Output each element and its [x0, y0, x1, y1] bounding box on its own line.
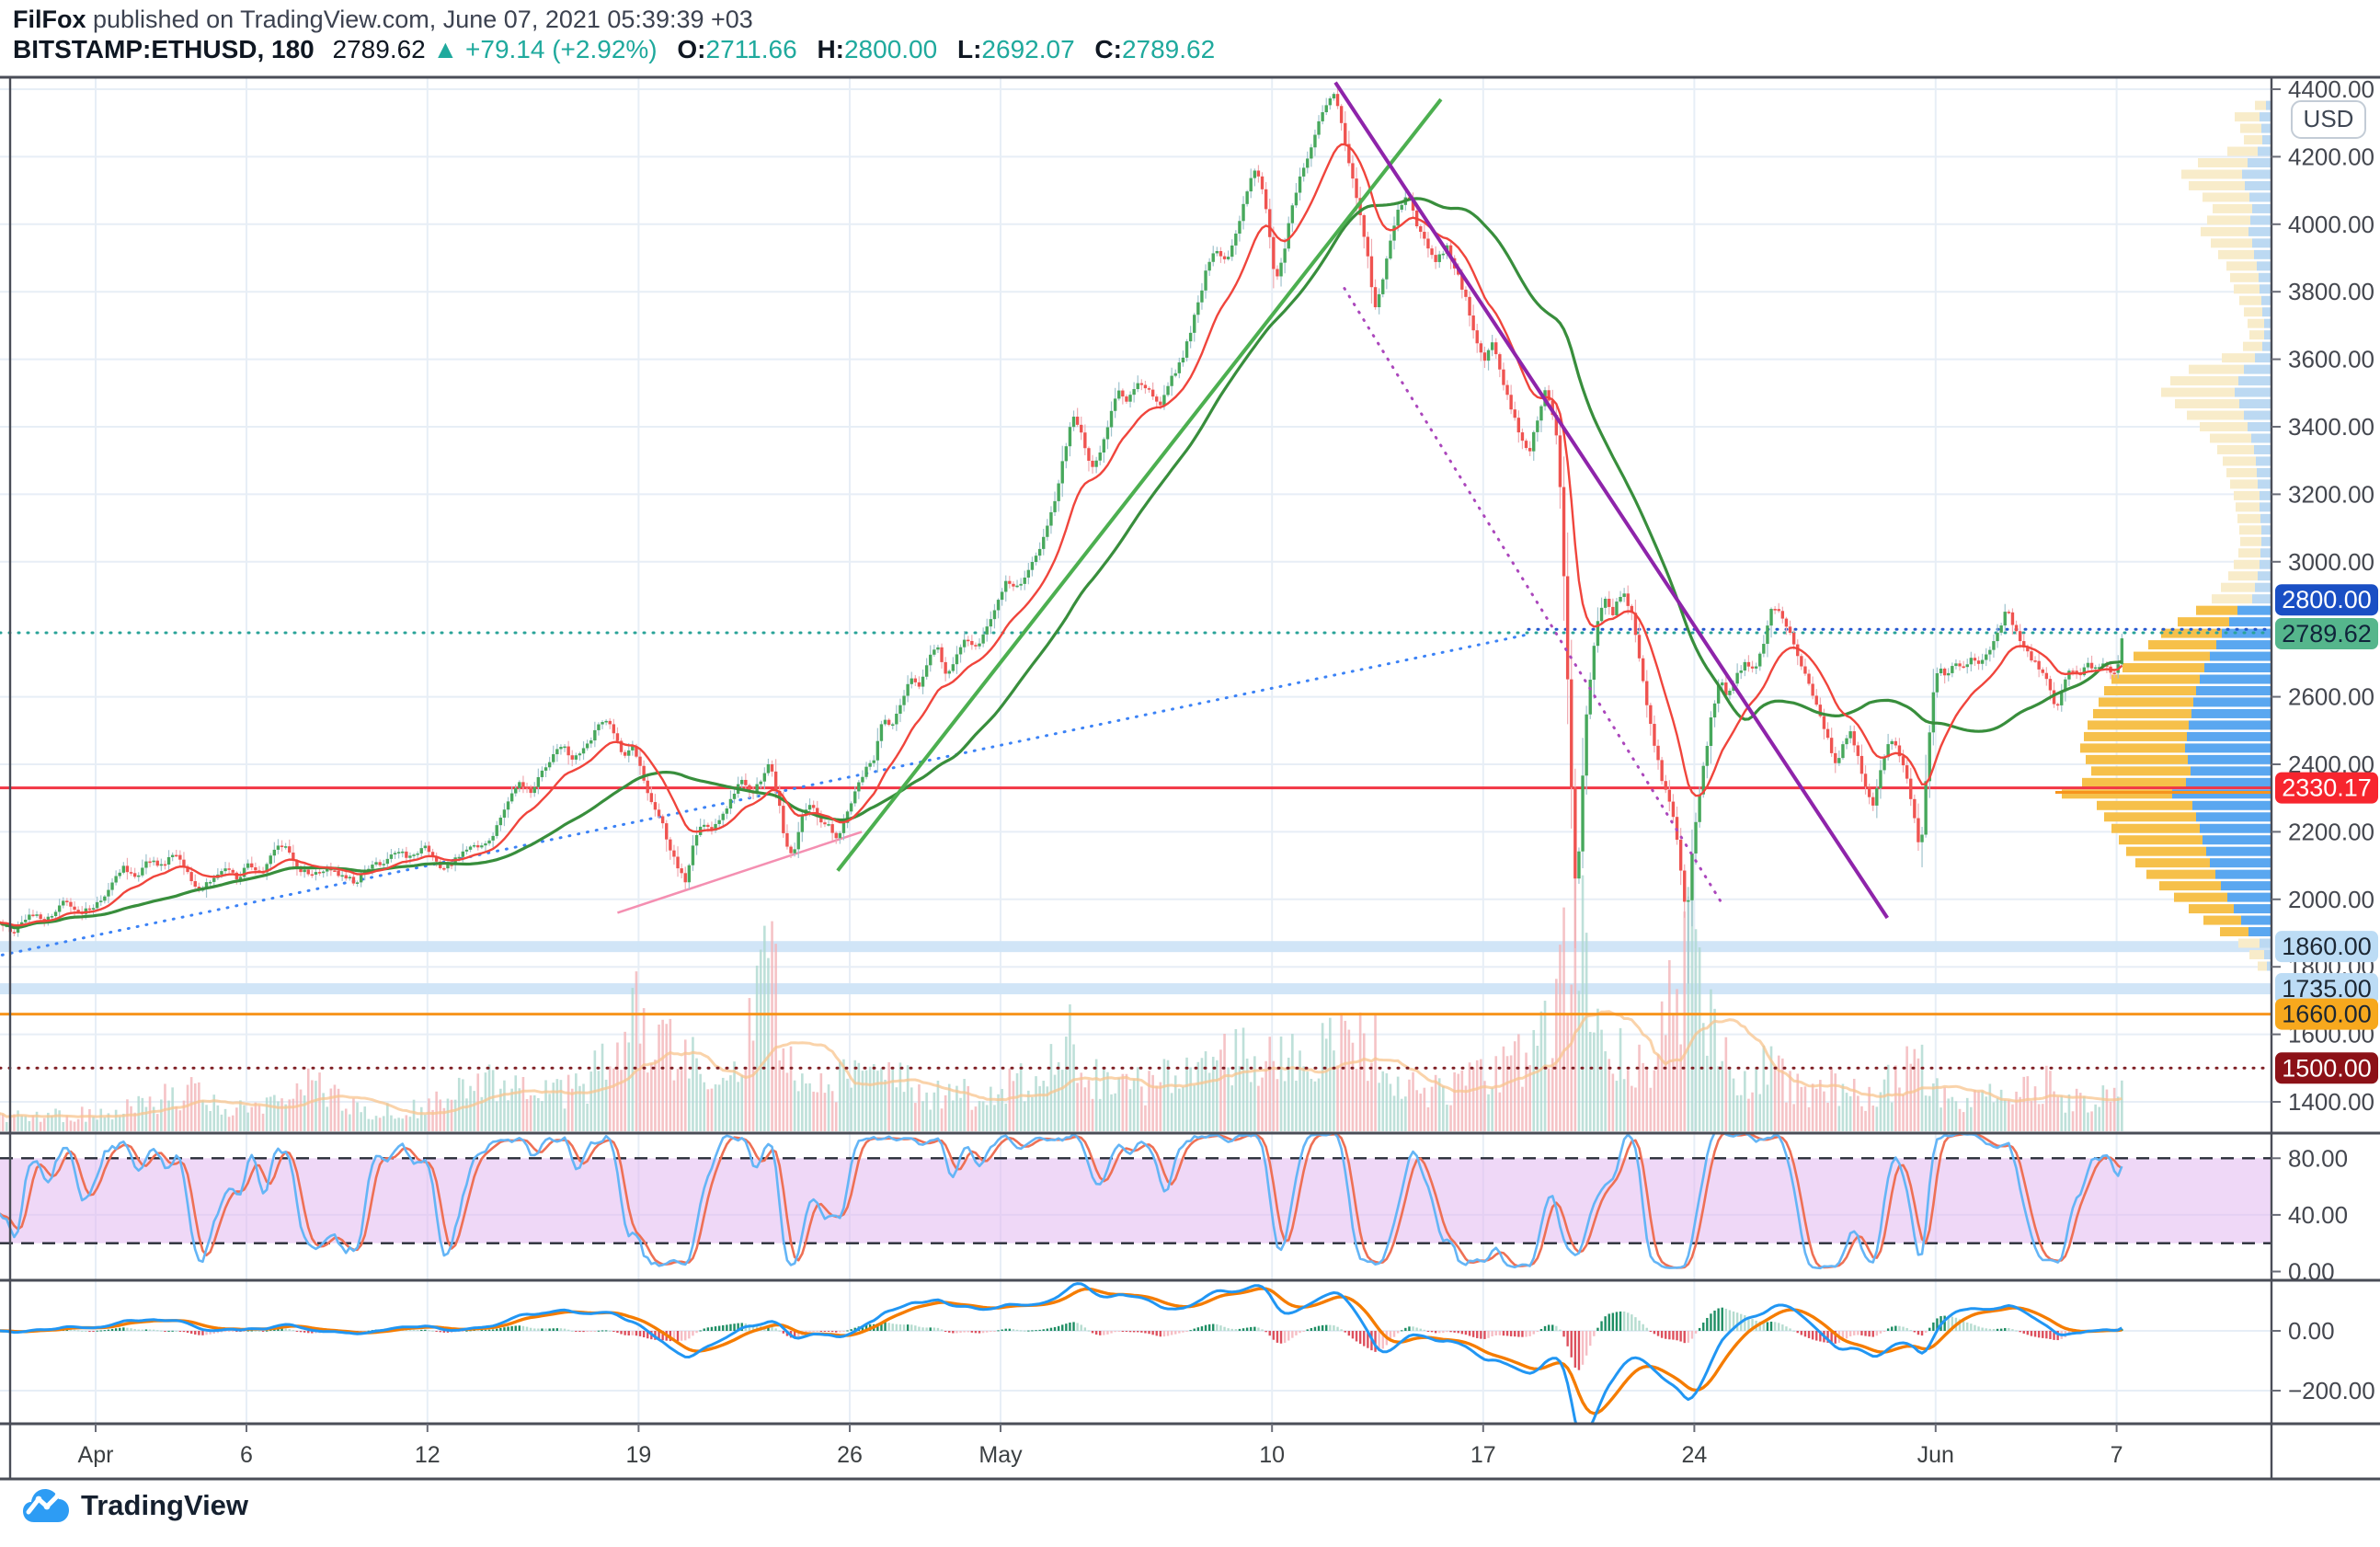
close-value: 2789.62: [1121, 35, 1216, 63]
svg-text:3800.00: 3800.00: [2288, 278, 2374, 305]
svg-text:3000.00: 3000.00: [2288, 548, 2374, 576]
svg-text:Apr: Apr: [78, 1442, 114, 1468]
svg-text:3200.00: 3200.00: [2288, 480, 2374, 508]
macd-pane: [0, 1282, 2123, 1424]
low-value: 2692.07: [981, 35, 1075, 63]
svg-text:80.00: 80.00: [2288, 1144, 2348, 1172]
svg-text:19: 19: [625, 1442, 651, 1468]
volume-bars: [0, 787, 2123, 1131]
green-uptrend: [836, 97, 1443, 872]
svg-text:2800.00: 2800.00: [2282, 586, 2372, 613]
pink-support: [617, 831, 863, 914]
gridlines: [0, 77, 2271, 1424]
svg-text:2330.17: 2330.17: [2282, 774, 2372, 802]
svg-text:6: 6: [240, 1442, 253, 1468]
svg-text:4400.00: 4400.00: [2288, 75, 2374, 103]
chart-header: FilFox published on TradingView.com, Jun…: [13, 6, 1215, 66]
svg-text:4200.00: 4200.00: [2288, 143, 2374, 170]
svg-text:0.00: 0.00: [2288, 1317, 2335, 1345]
horizontal-levels: [0, 627, 2271, 1070]
stochastic-pane: [0, 1133, 2271, 1270]
publish-info: published on TradingView.com, June 07, 2…: [86, 6, 753, 33]
svg-text:26: 26: [837, 1442, 863, 1468]
candles-layer: [0, 84, 2124, 984]
svg-text:1735.00: 1735.00: [2282, 975, 2372, 1003]
price-badge-1500.00: [2275, 1052, 2378, 1084]
open-value: 2711.66: [705, 35, 797, 63]
price-badge-1660.00: [2275, 998, 2378, 1030]
close-label: C:: [1094, 35, 1122, 63]
currency-badge[interactable]: [2291, 100, 2366, 139]
svg-text:40.00: 40.00: [2288, 1201, 2348, 1229]
svg-text:3400.00: 3400.00: [2288, 413, 2374, 441]
svg-text:−200.00: −200.00: [2288, 1377, 2375, 1404]
svg-text:1500.00: 1500.00: [2282, 1054, 2372, 1082]
price-badge-2800.00: [2275, 584, 2378, 616]
svg-text:May: May: [978, 1442, 1023, 1468]
pane-frame: [0, 75, 2380, 1481]
open-label: O:: [677, 35, 706, 63]
svg-text:0.00: 0.00: [2288, 1258, 2335, 1286]
publish-line: FilFox published on TradingView.com, Jun…: [13, 6, 1215, 35]
symbol-interval[interactable]: BITSTAMP:ETHUSD, 180: [13, 35, 315, 63]
price-badges: 2800.00 2789.62 2330.17 1860.00 1735.001660.…: [2275, 584, 2378, 1084]
svg-text:7: 7: [2111, 1442, 2123, 1468]
svg-text:1860.00: 1860.00: [2282, 933, 2372, 960]
brand-name: TradingView: [81, 1489, 249, 1521]
high-label: H:: [817, 35, 844, 63]
svg-text:24: 24: [1681, 1442, 1707, 1468]
svg-text:4000.00: 4000.00: [2288, 211, 2374, 238]
price-badge-1735.00: [2275, 973, 2378, 1005]
volume-ma-line: [0, 1010, 2123, 1118]
price-change: +79.14 (+2.92%): [465, 35, 658, 63]
author-name: FilFox: [13, 6, 86, 33]
main-pane: [0, 941, 2271, 995]
price-badge-2789.62: [2275, 618, 2378, 650]
symbol-ohlc-line: BITSTAMP:ETHUSD, 180 2789.62 ▲ +79.14 (+…: [13, 35, 1215, 66]
svg-text:2600.00: 2600.00: [2288, 683, 2374, 711]
price-badge-1860.00: [2275, 931, 2378, 963]
trendlines-over: [836, 81, 1889, 920]
ma-green-line: [0, 197, 2123, 930]
up-arrow-icon: ▲: [432, 35, 459, 63]
svg-text:2200.00: 2200.00: [2288, 818, 2374, 845]
svg-text:2789.62: 2789.62: [2282, 620, 2372, 647]
svg-text:10: 10: [1259, 1442, 1285, 1468]
svg-text:3600.00: 3600.00: [2288, 346, 2374, 373]
svg-text:Jun: Jun: [1917, 1442, 1954, 1468]
moving-averages: [0, 143, 2123, 930]
purple-downtrend: [1333, 81, 1889, 920]
svg-text:USD: USD: [2304, 105, 2354, 132]
tradingview-logo-icon: [23, 1489, 69, 1522]
price-badge-2330.17: [2275, 772, 2378, 804]
support-zone-band: [0, 941, 2271, 953]
volume-profile: [2062, 100, 2271, 971]
low-label: L:: [956, 35, 982, 63]
trendlines-under: [0, 633, 1530, 957]
purple-dotted-downtrend: [1343, 287, 1723, 904]
svg-text:17: 17: [1470, 1442, 1496, 1468]
svg-text:12: 12: [415, 1442, 441, 1468]
last-price: 2789.62: [332, 35, 426, 63]
time-axis: Apr 6 12 19 26 May 10 17 24 Jun 7: [78, 1424, 2123, 1468]
support-zone-band: [0, 983, 2271, 995]
footer-brand[interactable]: TradingView: [22, 1488, 248, 1523]
stoch-k-line: [0, 1133, 2123, 1270]
ma-red-line: [0, 143, 2123, 927]
svg-text:1660.00: 1660.00: [2282, 1001, 2372, 1028]
high-value: 2800.00: [843, 35, 938, 63]
svg-text:1400.00: 1400.00: [2288, 1088, 2374, 1116]
macd-line: [0, 1282, 2123, 1424]
svg-text:2000.00: 2000.00: [2288, 886, 2374, 913]
